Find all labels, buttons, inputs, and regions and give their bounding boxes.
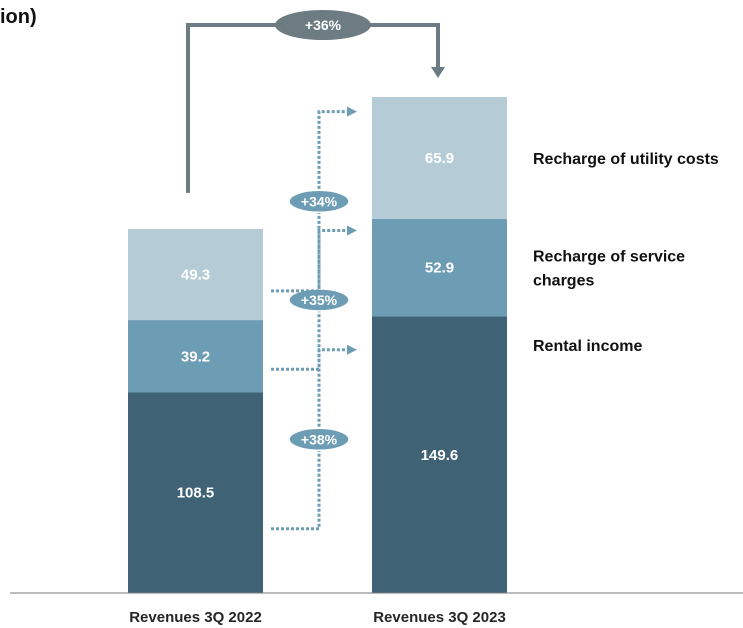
growth-badge-label: +38% [301,431,338,447]
growth-arrow-head [347,344,357,355]
bar-segment [372,316,507,593]
total-growth-badge [275,10,371,40]
bar-segment [372,218,507,317]
bars-layer [128,97,507,593]
bar-segment [372,97,507,219]
segment-value-label: 39.2 [181,348,210,365]
growth-arrow-head [347,106,357,117]
segment-value-label: 52.9 [425,260,454,277]
category-label: Revenues 3Q 2023 [373,609,506,626]
legend-label: Recharge of utility costs [533,151,719,168]
segment-value-label: 65.9 [425,150,454,167]
bar-segment [128,392,263,593]
chart-title-fragment: ion) [0,6,37,28]
segment-value-label: 49.3 [181,267,210,284]
bar-segment [128,228,263,320]
growth-badge [288,427,350,452]
segment-value-label: 108.5 [177,485,215,502]
growth-arrow-head [347,225,357,236]
legend-label: Rental income [533,338,642,355]
segment-value-label: 149.6 [421,447,459,464]
growth-badge [288,189,350,214]
total-growth-label: +36% [305,17,342,33]
connectors-layer: +38% +35% +34% +36% [186,10,445,531]
bar-segment [128,320,263,393]
category-label: Revenues 3Q 2022 [129,609,262,626]
labels-layer: 108.5 149.6 39.2 52.9 49.3 65.9 Revenues 3Q 20… [129,150,719,626]
total-growth-arrow-head [431,67,445,78]
growth-badge-label: +34% [301,193,338,209]
legend-label: Recharge of service charges [533,249,685,290]
growth-badge-label: +35% [301,292,338,308]
